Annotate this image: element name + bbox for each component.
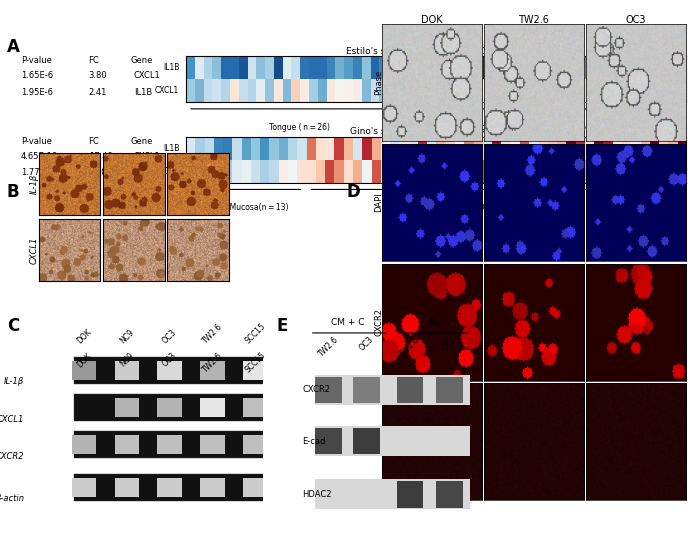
Text: TW2.6: TW2.6 [518,14,550,25]
Text: E-cad: E-cad [302,437,326,446]
Text: Buccal Mucosa(n = 13): Buccal Mucosa(n = 13) [202,203,289,212]
Text: IL1B: IL1B [134,88,152,97]
Text: DOK: DOK [75,328,93,346]
Text: C: C [7,317,20,335]
Bar [74,357,265,383]
Text: 1.65E-6: 1.65E-6 [21,71,53,80]
Text: 2.41: 2.41 [89,88,107,97]
Text: IL-1β: IL-1β [4,378,25,386]
Bar [71,477,97,497]
Bar [315,480,470,510]
Y-axis label: IL-1β: IL-1β [30,174,38,194]
Text: FC: FC [89,137,99,146]
Bar [243,398,267,417]
Text: Gene: Gene [130,56,153,66]
Text: 1.77E-8: 1.77E-8 [21,169,53,177]
Title: Estilo's study (BMC Cancer 2009/01/12): Estilo's study (BMC Cancer 2009/01/12) [346,47,525,56]
Text: E: E [276,317,288,335]
Text: 17.40: 17.40 [89,151,113,161]
Text: DOK: DOK [421,14,442,25]
Text: CXCL1: CXCL1 [0,415,25,424]
Bar [315,426,470,456]
Y-axis label: DAPI: DAPI [374,193,383,212]
Bar [74,394,265,421]
Bar [200,477,225,497]
Text: Nu: Nu [428,318,441,328]
Text: CXCL1: CXCL1 [134,151,160,161]
Text: NC9: NC9 [118,351,136,368]
Bar [397,376,423,403]
Text: NC9: NC9 [118,328,136,346]
Text: TW2.6: TW2.6 [398,335,421,358]
Text: 3.80: 3.80 [89,71,107,80]
Text: OC3: OC3 [358,335,375,352]
Bar [397,481,423,507]
Bar [353,428,379,454]
Text: TW2.6: TW2.6 [201,322,224,346]
Bar [74,474,265,500]
Bar [243,360,267,380]
Text: 4.65E-10: 4.65E-10 [21,151,58,161]
Bar [243,477,267,497]
Text: CM + C: CM + C [330,318,364,328]
Text: HNCs(n = 41): HNCs(n = 41) [470,203,522,212]
Bar [115,435,139,454]
Bar [71,360,97,380]
Bar [315,376,342,403]
Text: Tongue Squamous Cell Carcinoma ( n = 31): Tongue Squamous Cell Carcinoma ( n = 31) [468,122,632,132]
Text: B: B [7,183,20,201]
Text: FC: FC [89,56,99,66]
Text: D: D [346,183,360,201]
Text: TW2.6: TW2.6 [201,351,224,374]
Y-axis label: CXCL1: CXCL1 [30,236,38,264]
Text: OC3: OC3 [626,14,646,25]
Bar [436,481,463,507]
Text: IL1B: IL1B [134,169,152,177]
Text: A: A [7,38,20,56]
Text: OC3: OC3 [161,351,178,368]
Bar [200,435,225,454]
Text: Tongue ( n = 26): Tongue ( n = 26) [269,122,330,132]
Title: Gino's study (Cancer Res 2004/01/01): Gino's study (Cancer Res 2004/01/01) [350,127,522,136]
Text: SCC15: SCC15 [244,351,267,375]
Bar [115,398,139,417]
Text: β-actin: β-actin [0,494,25,503]
Y-axis label: Neg: Neg [374,433,383,451]
Text: HDAC2: HDAC2 [302,490,332,499]
Y-axis label: Phase: Phase [374,70,383,96]
Text: CXCL1: CXCL1 [134,71,160,80]
Bar [115,477,139,497]
Text: SCC15: SCC15 [244,322,267,346]
Bar [158,435,182,454]
Bar [436,376,463,403]
Bar [315,428,342,454]
Text: OC3: OC3 [161,328,178,346]
Bar [74,431,265,458]
Bar [315,375,470,405]
Bar [158,360,182,380]
Bar [243,435,267,454]
Text: Gene: Gene [130,137,153,146]
Text: CXCR2: CXCR2 [302,386,330,394]
Bar [353,376,379,403]
Text: CXCR2: CXCR2 [0,452,25,461]
Bar [200,360,225,380]
Text: TW2.6: TW2.6 [317,335,340,358]
Bar [158,477,182,497]
Bar [115,360,139,380]
Text: 2.80: 2.80 [89,169,107,177]
Bar [200,398,225,417]
Y-axis label: CXCR2: CXCR2 [374,308,383,336]
Text: 1.95E-6: 1.95E-6 [21,88,53,97]
Bar [71,435,97,454]
Text: P-value: P-value [21,56,52,66]
Text: DOK: DOK [75,351,93,369]
Text: P-value: P-value [21,137,52,146]
Bar [158,398,182,417]
Text: OC3: OC3 [441,335,458,352]
